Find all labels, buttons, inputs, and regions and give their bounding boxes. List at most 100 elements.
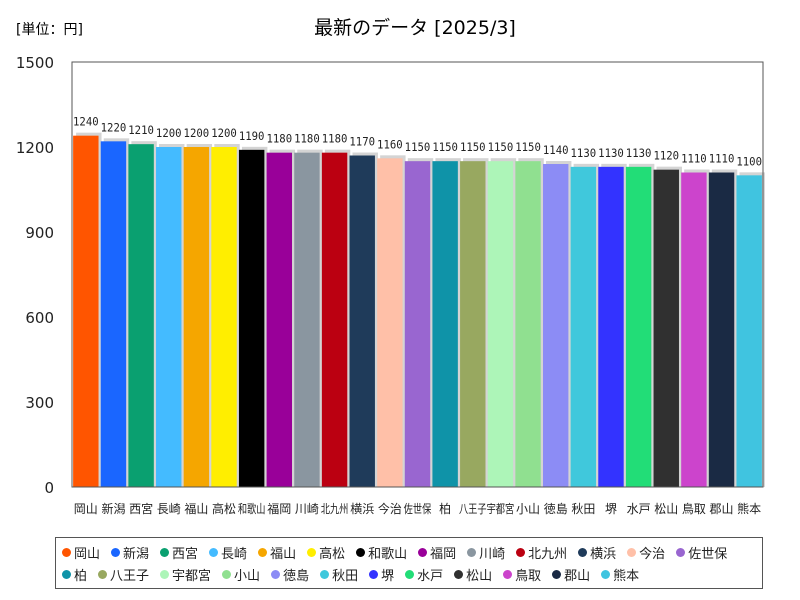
legend-item: 高松 <box>307 541 345 563</box>
legend-label: 堺 <box>381 568 395 584</box>
bar <box>100 141 127 488</box>
legend-item: 熊本 <box>601 563 639 585</box>
value-label: 1150 <box>432 140 458 154</box>
value-label: 1180 <box>322 132 348 146</box>
x-tick-label: 徳島 <box>544 501 568 516</box>
legend-label: 川崎 <box>479 546 506 562</box>
bars <box>73 132 765 488</box>
x-tick-label: 郡山 <box>710 502 734 516</box>
bar <box>708 172 735 487</box>
legend-item: 西宮 <box>160 541 198 563</box>
legend-item: 徳島 <box>271 563 309 585</box>
y-tick-label: 900 <box>25 224 54 242</box>
bar <box>73 135 99 487</box>
legend-swatch <box>271 569 281 579</box>
bar <box>515 161 541 487</box>
bar <box>404 161 431 487</box>
legend-item: 福岡 <box>418 541 456 563</box>
x-tick-label: 北九州 <box>321 502 349 516</box>
legend-item: 福山 <box>258 541 296 563</box>
x-tick-label: 佐世保 <box>404 502 432 516</box>
bar <box>460 161 486 487</box>
x-tick-label: 岡山 <box>74 502 98 516</box>
legend-swatch <box>258 547 268 557</box>
value-label: 1130 <box>571 146 597 160</box>
x-tick-label: 西宮 <box>129 501 153 516</box>
plot-frame <box>71 61 764 488</box>
legend-item: 松山 <box>454 563 492 585</box>
bar <box>736 175 762 488</box>
x-tick-label: 松山 <box>654 502 678 516</box>
legend-swatch <box>601 569 611 579</box>
value-label: 1180 <box>266 132 292 146</box>
value-label: 1150 <box>515 140 541 154</box>
value-label: 1240 <box>73 115 99 129</box>
bar <box>377 158 403 488</box>
value-label: 1160 <box>377 137 403 151</box>
legend-label: 北九州 <box>528 546 568 562</box>
legend-label: 福岡 <box>430 546 457 562</box>
x-tick-label: 新潟 <box>101 501 125 516</box>
bar <box>542 164 569 487</box>
legend-label: 秋田 <box>332 568 359 584</box>
legend-label: 熊本 <box>613 568 640 584</box>
legend-swatch <box>503 569 513 579</box>
legend-swatch <box>627 547 637 557</box>
legend-item: 小山 <box>222 563 260 585</box>
y-tick-label: 300 <box>25 394 54 412</box>
legend-label: 西宮 <box>172 546 199 562</box>
legend-item: 北九州 <box>516 541 567 563</box>
legend-item: 佐世保 <box>676 541 727 563</box>
x-tick-label: 今治 <box>378 501 402 516</box>
legend-item: 秋田 <box>320 563 358 585</box>
legend-item: 堺 <box>369 563 394 585</box>
legend-label: 長崎 <box>221 546 248 562</box>
x-tick-label: 横浜 <box>350 502 374 516</box>
legend-item: 横浜 <box>578 541 616 563</box>
x-tick-label: 柏 <box>439 501 451 516</box>
legend-label: 小山 <box>234 568 261 584</box>
legend-item: 水戸 <box>405 563 443 585</box>
legend-label: 松山 <box>466 568 493 584</box>
x-tick-label: 福岡 <box>267 501 291 516</box>
bar <box>625 166 652 488</box>
value-label: 1130 <box>598 146 624 160</box>
legend-label: 柏 <box>74 568 88 584</box>
bar <box>349 155 375 487</box>
bar <box>487 161 514 487</box>
legend-item: 和歌山 <box>356 541 407 563</box>
x-tick-label: 熊本 <box>737 501 761 516</box>
y-tick-label: 600 <box>25 309 54 327</box>
bar <box>653 169 679 487</box>
legend-item: 新潟 <box>111 541 149 563</box>
bar <box>432 161 458 487</box>
value-label: 1180 <box>294 132 320 146</box>
legend-label: 横浜 <box>590 546 617 562</box>
bar <box>681 172 707 487</box>
legend-swatch <box>307 547 317 557</box>
y-tick-label: 0 <box>44 479 54 497</box>
legend-swatch <box>405 569 415 579</box>
legend-label: 新潟 <box>123 546 150 562</box>
legend-item: 鳥取 <box>503 563 541 585</box>
value-label: 1170 <box>349 135 375 149</box>
legend-swatch <box>62 547 71 557</box>
legend-label: 郡山 <box>564 568 591 584</box>
legend-swatch <box>160 569 170 579</box>
legend-item: 郡山 <box>552 563 590 585</box>
legend-label: 佐世保 <box>688 546 728 562</box>
legend-label: 徳島 <box>283 568 310 584</box>
legend-item: 宇都宮 <box>160 563 211 585</box>
bar <box>598 166 624 488</box>
value-label: 1210 <box>128 123 154 137</box>
chart-title: 最新のデータ [2025/3] <box>314 17 516 39</box>
legend-item: 岡山 <box>62 541 100 563</box>
bar <box>266 152 293 487</box>
value-label: 1200 <box>156 126 182 140</box>
value-labels: 1240 1220 1210 1200 1200 1200 1190 1180 1180 1180… <box>73 115 762 169</box>
legend-swatch <box>552 569 562 579</box>
bar <box>294 152 320 487</box>
x-tick-label: 長崎 <box>157 502 181 516</box>
value-label: 1100 <box>736 154 762 168</box>
